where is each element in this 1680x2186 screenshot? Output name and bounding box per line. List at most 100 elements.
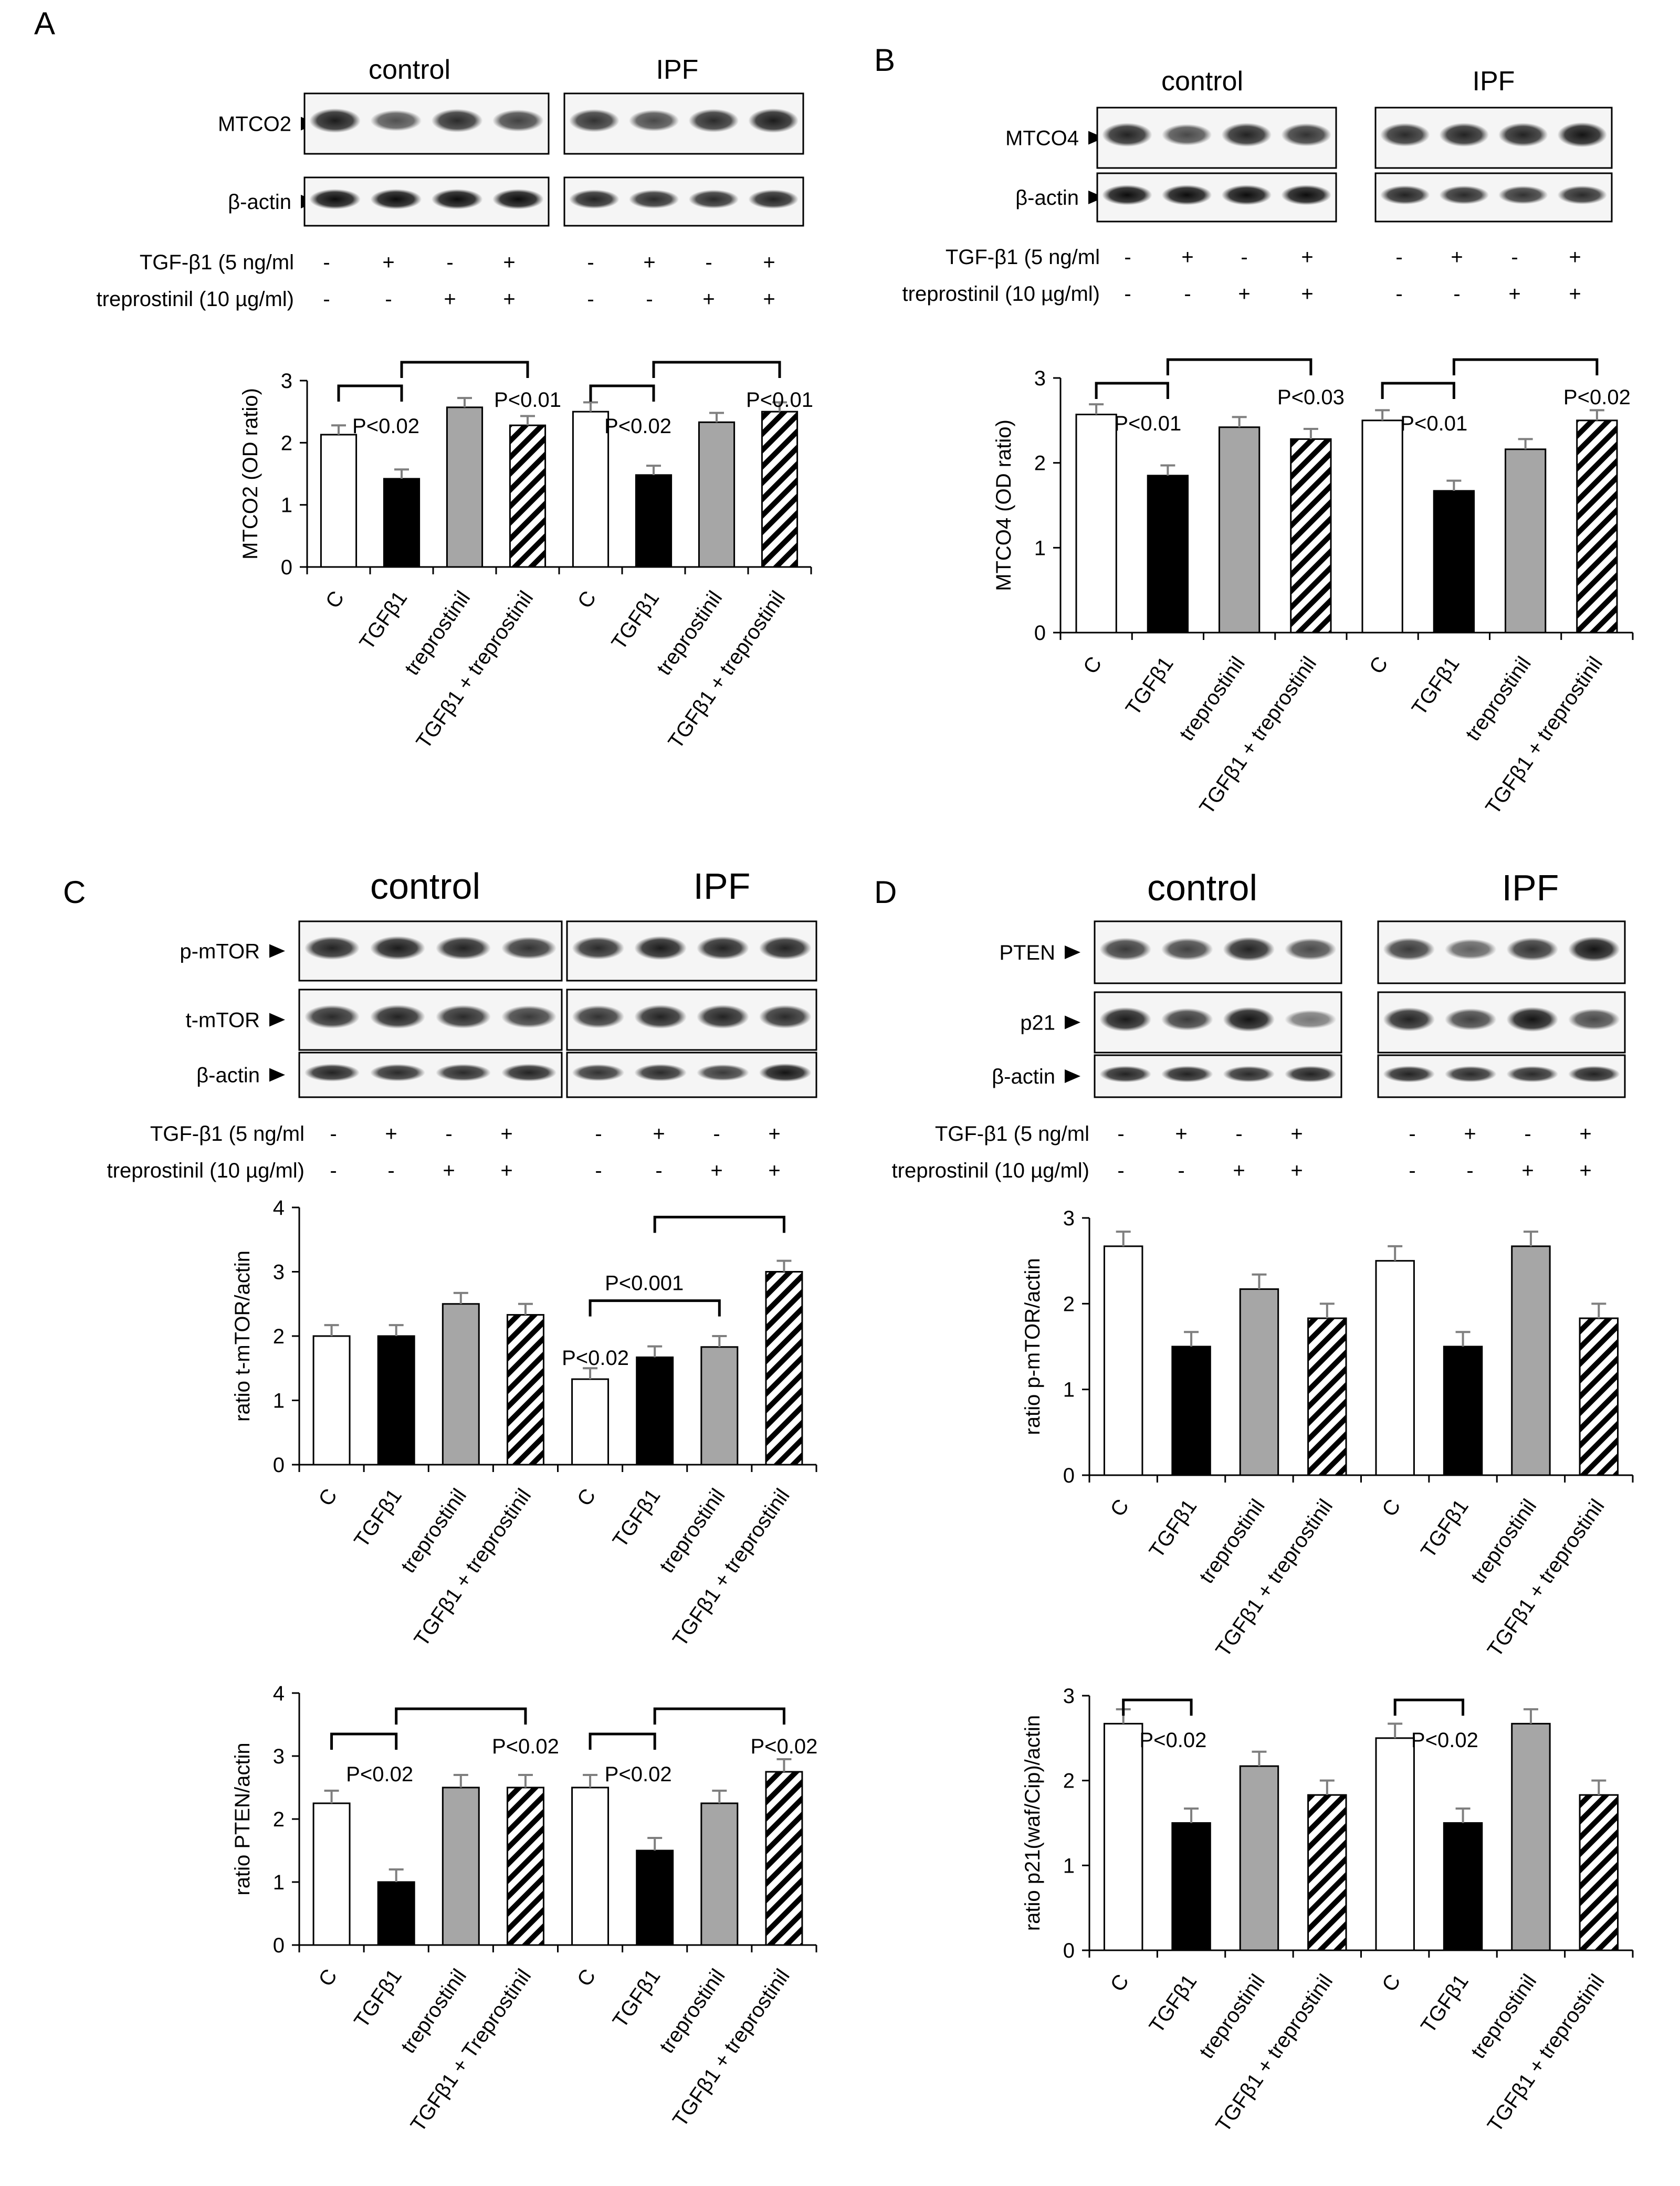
x-tick-label: TGFβ1 + treprostinil [410, 1485, 536, 1651]
y-tick-label: 0 [1034, 622, 1046, 645]
blot-band [492, 109, 544, 132]
treatment-sign: + [385, 1122, 397, 1145]
treatment-sign: - [387, 1159, 394, 1182]
arrowhead-icon [269, 944, 285, 958]
blot-band [572, 1005, 625, 1028]
blot-band [1383, 1007, 1435, 1032]
bar [377, 1335, 415, 1466]
bar [700, 1802, 739, 1946]
treatment-rows-b: TGF-β1 (5 ng/ml - + - + - + - + treprostinil (10 … [902, 246, 1581, 306]
blot-band [748, 190, 799, 209]
group-label-control: control [1161, 66, 1243, 97]
p-value-label: P<0.01 [1400, 412, 1467, 435]
treatment-sign: - [1524, 1122, 1531, 1145]
x-tick-label: TGFβ1 + treprostinil [1211, 1495, 1337, 1661]
treatment-sign: - [1466, 1159, 1473, 1182]
treatment-sign: + [1290, 1159, 1303, 1182]
treatment-sign: + [1451, 246, 1463, 269]
bar [506, 1314, 544, 1466]
treatment-sign: + [1175, 1122, 1187, 1145]
panel-letter: A [34, 6, 55, 41]
significance-bracket [337, 384, 403, 402]
p-value-label: P<0.02 [346, 1763, 413, 1786]
blot-band [688, 190, 739, 209]
x-tick-label: C [321, 587, 349, 613]
bar [1171, 1822, 1211, 1951]
bar [1239, 1288, 1279, 1476]
significance-bracket [589, 384, 655, 402]
blot-band [1568, 1008, 1620, 1031]
significance-bracket [395, 1707, 527, 1725]
treatment-sign: + [1569, 282, 1581, 306]
x-tick-label: C [314, 1485, 342, 1510]
y-axis-label: ratio PTEN/actin [231, 1742, 254, 1895]
blot-band [1506, 1066, 1559, 1083]
blot-label: PTEN [999, 941, 1055, 964]
blot-label: β-actin [196, 1064, 260, 1087]
bar [1147, 475, 1189, 634]
blot-label: β-actin [1015, 186, 1079, 209]
y-tick-label: 2 [281, 432, 292, 455]
treatment-sign: - [1124, 282, 1131, 306]
significance-bracket [652, 361, 781, 378]
y-tick-label: 4 [273, 1682, 285, 1705]
x-tick-label: TGFβ1 [1145, 1495, 1202, 1562]
blot-band [1161, 1066, 1213, 1083]
p-value-label: P<0.02 [750, 1735, 817, 1758]
x-tick-label: TGFβ1 [608, 1965, 665, 2032]
blot-band [1223, 937, 1275, 962]
x-tick-label: TGFβ1 [350, 1965, 406, 2032]
p-value-label: P<0.01 [746, 388, 813, 412]
bar [320, 434, 358, 568]
treatment-sign: + [763, 251, 775, 274]
treatment-sign: - [323, 251, 330, 274]
significance-bracket [589, 1732, 656, 1750]
bar [1375, 1260, 1415, 1476]
y-axis-label: ratio t-mTOR/actin [231, 1250, 254, 1422]
y-tick-label: 2 [1034, 452, 1046, 475]
treatment-sign: - [1178, 1159, 1184, 1182]
significance-bracket [1393, 1698, 1465, 1716]
blot-band [1568, 936, 1620, 962]
blot-band [1102, 122, 1152, 147]
blot-band [759, 936, 812, 960]
blot-band [370, 189, 422, 209]
blot-band [1221, 185, 1272, 205]
blot-band [1281, 185, 1331, 205]
blot-band [1498, 185, 1548, 204]
blot-band [1221, 122, 1272, 147]
x-tick-label: treprostinil [1195, 1970, 1269, 2063]
bar [1579, 1317, 1619, 1476]
treatment-sign: + [1233, 1159, 1245, 1182]
y-tick-label: 3 [281, 370, 292, 393]
blot-band [431, 109, 483, 133]
bar [383, 478, 421, 568]
x-tick-label: TGFβ1 + treprostinil [1211, 1970, 1337, 2136]
blot-band [1568, 1066, 1620, 1083]
x-tick-label: TGFβ1 [1408, 653, 1464, 720]
bar [1218, 426, 1261, 634]
treatment-sign: + [1301, 246, 1313, 269]
x-tick-label: TGFβ1 + treprostinil [412, 587, 538, 753]
blot-band [1161, 124, 1212, 146]
y-tick-label: 0 [273, 1454, 285, 1477]
blot-band [370, 1004, 425, 1029]
treatment-sign: + [643, 251, 655, 274]
y-tick-label: 2 [273, 1325, 285, 1348]
y-tick-label: 0 [281, 556, 292, 579]
blot-band [304, 1064, 360, 1082]
bar [506, 1786, 544, 1946]
bar [765, 1771, 803, 1946]
arrowhead-icon [1088, 131, 1104, 145]
blot-band [1284, 1066, 1337, 1083]
treatment-sign: + [702, 288, 715, 311]
blot-band [697, 1064, 749, 1081]
y-tick-label: 1 [273, 1871, 285, 1894]
treatment-rows-a: TGF-β1 (5 ng/ml - + - + - + - + treprostinil (10 … [97, 251, 775, 311]
treatment-sign: + [444, 288, 456, 311]
x-tick-label: C [314, 1965, 342, 1991]
blot-band [309, 108, 361, 133]
